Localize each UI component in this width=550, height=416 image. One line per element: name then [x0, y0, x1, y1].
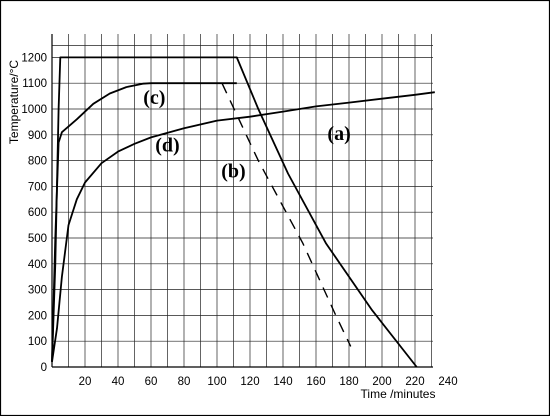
- x-tick-label: 20: [79, 376, 92, 388]
- y-tick-label: 0: [41, 362, 47, 374]
- annotation-b: (b): [221, 160, 245, 182]
- y-tick-labels: 0 100 200 300 400 500 600 700 800 900 1000 1100 1200: [21, 52, 47, 374]
- y-tick-label: 1000: [21, 104, 47, 116]
- y-axis-label: Temperature/°C: [7, 60, 21, 144]
- x-tick-label: 120: [240, 376, 259, 388]
- x-tick-label: 220: [405, 376, 424, 388]
- y-tick-label: 1200: [21, 52, 47, 64]
- annotation-labels: (a) (b) (c) (d): [143, 87, 351, 183]
- y-tick-label: 400: [28, 259, 47, 271]
- x-tick-label: 200: [372, 376, 391, 388]
- y-tick-label: 600: [28, 207, 47, 219]
- series-line-d: [51, 91, 435, 362]
- x-tick-label: 180: [339, 376, 358, 388]
- x-tick-label: 160: [306, 376, 325, 388]
- gridlines: [51, 34, 433, 368]
- x-axis-label: Time /minutes: [361, 387, 436, 401]
- y-tick-label: 800: [28, 156, 47, 168]
- x-tick-label: 100: [207, 376, 226, 388]
- y-tick-label: 900: [28, 130, 47, 142]
- y-tick-label: 500: [28, 233, 47, 245]
- y-tick-label: 100: [28, 336, 47, 348]
- x-tick-labels: 20 40 60 80 100 120 140 160 180 200 220 240: [79, 376, 458, 388]
- y-tick-label: 200: [28, 310, 47, 322]
- y-tick-label: 300: [28, 285, 47, 297]
- x-tick-label: 140: [273, 376, 292, 388]
- y-tick-label: 700: [28, 181, 47, 193]
- annotation-a: (a): [327, 123, 350, 145]
- x-tick-label: 40: [112, 376, 125, 388]
- series-line-c: [51, 82, 237, 362]
- annotation-c: (c): [143, 87, 165, 109]
- series-line-b: [221, 82, 352, 347]
- annotation-d: (d): [155, 135, 179, 157]
- y-tick-label: 1100: [22, 78, 47, 90]
- x-tick-label: 80: [178, 376, 191, 388]
- x-tick-label: 240: [438, 376, 457, 388]
- x-tick-label: 60: [145, 376, 158, 388]
- series-group: [51, 56, 435, 368]
